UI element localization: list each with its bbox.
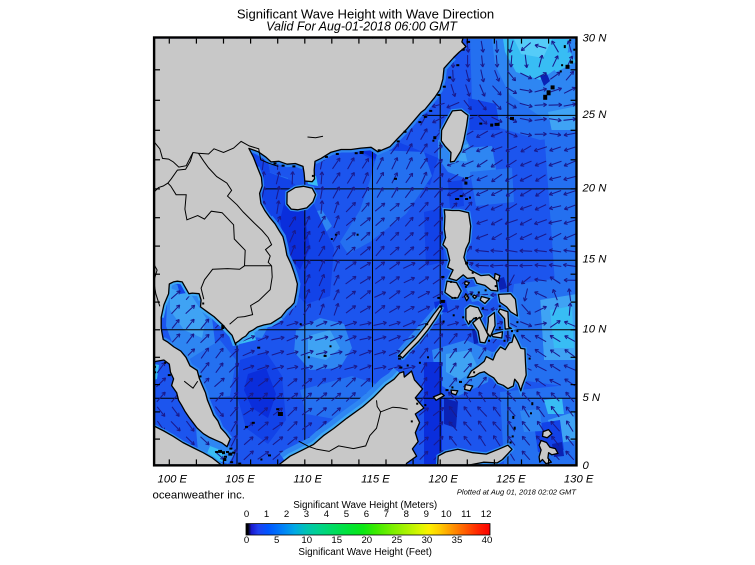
svg-text:100 E: 100 E <box>158 474 188 486</box>
svg-text:115 E: 115 E <box>361 474 390 486</box>
svg-text:Valid For Aug-01-2018 06:00 GM: Valid For Aug-01-2018 06:00 GMT <box>266 19 458 33</box>
svg-text:5 N: 5 N <box>583 392 601 404</box>
svg-text:25 N: 25 N <box>582 109 608 121</box>
svg-text:5: 5 <box>344 509 349 520</box>
svg-text:oceanweather inc.: oceanweather inc. <box>153 490 245 502</box>
svg-text:105 E: 105 E <box>225 474 255 486</box>
svg-text:7: 7 <box>384 509 389 520</box>
svg-text:10: 10 <box>441 509 452 520</box>
svg-text:1: 1 <box>264 509 269 520</box>
svg-text:Significant Wave Height (Feet): Significant Wave Height (Feet) <box>298 547 432 558</box>
svg-text:40: 40 <box>482 535 493 546</box>
svg-text:0: 0 <box>583 460 590 472</box>
svg-text:5: 5 <box>274 535 279 546</box>
svg-text:120 E: 120 E <box>428 474 458 486</box>
svg-text:4: 4 <box>324 509 330 520</box>
svg-text:0: 0 <box>244 535 249 546</box>
svg-text:3: 3 <box>304 509 309 520</box>
svg-text:130 E: 130 E <box>564 474 594 486</box>
svg-text:20: 20 <box>361 535 372 546</box>
svg-text:15: 15 <box>331 535 342 546</box>
svg-text:20 N: 20 N <box>582 182 608 194</box>
svg-text:12: 12 <box>481 509 492 520</box>
svg-text:30 N: 30 N <box>583 32 608 44</box>
svg-text:6: 6 <box>364 509 369 520</box>
svg-text:125 E: 125 E <box>496 474 526 486</box>
svg-text:15 N: 15 N <box>583 254 608 266</box>
svg-text:10: 10 <box>301 535 312 546</box>
svg-text:0: 0 <box>244 509 249 520</box>
svg-text:9: 9 <box>424 509 429 520</box>
svg-text:25: 25 <box>392 535 403 546</box>
svg-text:110 E: 110 E <box>293 474 322 486</box>
svg-text:10 N: 10 N <box>583 323 608 335</box>
svg-text:8: 8 <box>404 509 409 520</box>
svg-text:Plotted at Aug 01, 2018 02:02: Plotted at Aug 01, 2018 02:02 GMT <box>457 488 578 497</box>
svg-text:11: 11 <box>461 509 471 520</box>
svg-text:35: 35 <box>452 535 463 546</box>
svg-text:2: 2 <box>284 509 289 520</box>
svg-text:30: 30 <box>422 535 433 546</box>
